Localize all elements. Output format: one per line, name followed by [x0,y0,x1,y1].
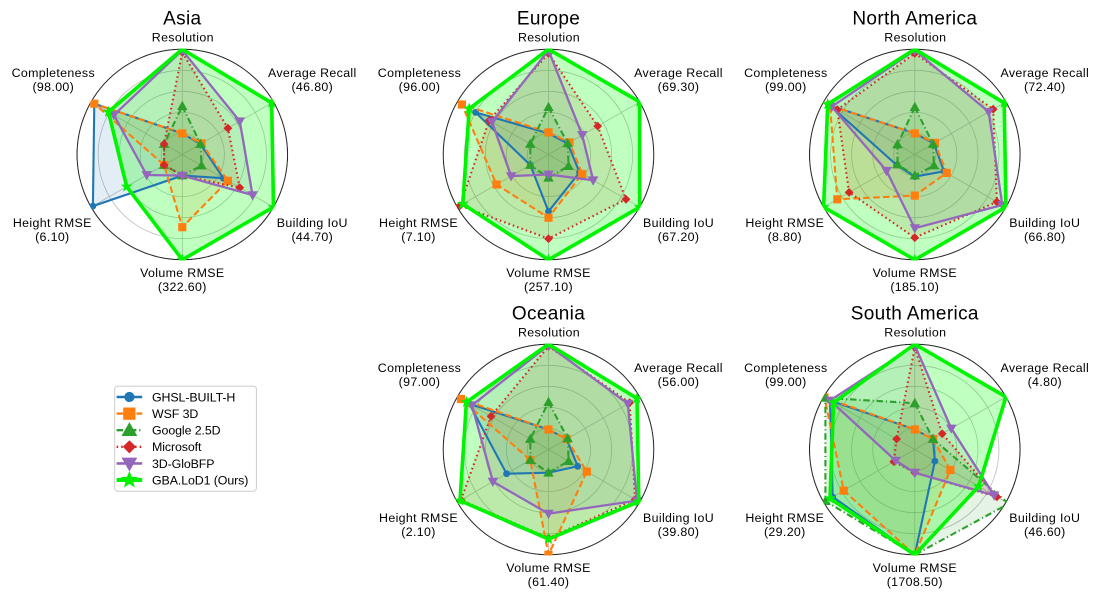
svg-text:South America: South America [851,304,979,325]
svg-text:(72.40): (72.40) [1024,80,1066,94]
svg-text:(46.80): (46.80) [291,80,333,94]
svg-text:Volume RMSE: Volume RMSE [873,266,957,280]
svg-text:(6.10): (6.10) [35,230,69,244]
svg-text:Completeness: Completeness [378,361,461,375]
svg-text:Average Recall: Average Recall [634,66,723,80]
svg-text:Building IoU: Building IoU [277,216,348,230]
svg-text:Resolution: Resolution [884,326,946,340]
svg-text:GBA.LoD1 (Ours): GBA.LoD1 (Ours) [152,473,248,487]
svg-text:Completeness: Completeness [12,66,95,80]
svg-text:(1708.50): (1708.50) [887,575,943,589]
svg-text:Asia: Asia [163,9,201,30]
svg-text:Building IoU: Building IoU [643,216,714,230]
svg-text:(322.60): (322.60) [158,280,207,294]
svg-text:(29.20): (29.20) [764,525,806,539]
svg-text:Volume RMSE: Volume RMSE [506,561,590,575]
svg-text:Completeness: Completeness [378,66,461,80]
svg-text:Height RMSE: Height RMSE [379,511,458,525]
svg-text:WSF 3D: WSF 3D [152,407,198,421]
svg-text:(99.00): (99.00) [765,375,807,389]
svg-text:(69.30): (69.30) [658,80,700,94]
svg-text:(56.00): (56.00) [658,375,700,389]
svg-text:Building IoU: Building IoU [1009,216,1080,230]
svg-text:(39.80): (39.80) [658,525,700,539]
svg-text:(97.00): (97.00) [399,375,441,389]
svg-text:Resolution: Resolution [152,31,214,45]
svg-text:Volume RMSE: Volume RMSE [140,266,224,280]
svg-text:(99.00): (99.00) [765,80,807,94]
svg-text:(8.80): (8.80) [768,230,802,244]
svg-text:(257.10): (257.10) [524,280,573,294]
svg-text:Height RMSE: Height RMSE [379,216,458,230]
svg-text:Height RMSE: Height RMSE [745,511,824,525]
svg-text:Resolution: Resolution [884,31,946,45]
svg-text:Resolution: Resolution [518,31,580,45]
svg-text:Europe: Europe [517,9,580,30]
svg-text:(2.10): (2.10) [401,525,435,539]
svg-text:(98.00): (98.00) [32,80,74,94]
svg-text:3D-GloBFP: 3D-GloBFP [152,457,214,471]
svg-text:(185.10): (185.10) [890,280,939,294]
svg-text:Oceania: Oceania [512,304,585,325]
svg-text:(7.10): (7.10) [401,230,435,244]
svg-text:Average Recall: Average Recall [268,66,357,80]
svg-text:Google 2.5D: Google 2.5D [152,424,221,438]
svg-text:Completeness: Completeness [744,66,827,80]
svg-text:Completeness: Completeness [744,361,827,375]
svg-text:(44.70): (44.70) [291,230,333,244]
svg-text:(61.40): (61.40) [528,575,570,589]
svg-text:(46.60): (46.60) [1024,525,1066,539]
svg-text:Average Recall: Average Recall [634,361,723,375]
svg-text:Volume RMSE: Volume RMSE [873,561,957,575]
svg-text:Resolution: Resolution [518,326,580,340]
svg-text:Height RMSE: Height RMSE [745,216,824,230]
svg-text:Microsoft: Microsoft [152,440,202,454]
svg-text:Building IoU: Building IoU [643,511,714,525]
svg-text:Height RMSE: Height RMSE [13,216,92,230]
svg-text:Building IoU: Building IoU [1009,511,1080,525]
svg-text:(66.80): (66.80) [1024,230,1066,244]
svg-text:North America: North America [852,9,977,30]
svg-text:(4.80): (4.80) [1028,375,1062,389]
svg-text:(96.00): (96.00) [399,80,441,94]
svg-text:GHSL-BUILT-H: GHSL-BUILT-H [152,390,235,404]
svg-text:Average Recall: Average Recall [1000,66,1089,80]
svg-text:(67.20): (67.20) [658,230,700,244]
svg-text:Average Recall: Average Recall [1000,361,1089,375]
svg-text:Volume RMSE: Volume RMSE [506,266,590,280]
